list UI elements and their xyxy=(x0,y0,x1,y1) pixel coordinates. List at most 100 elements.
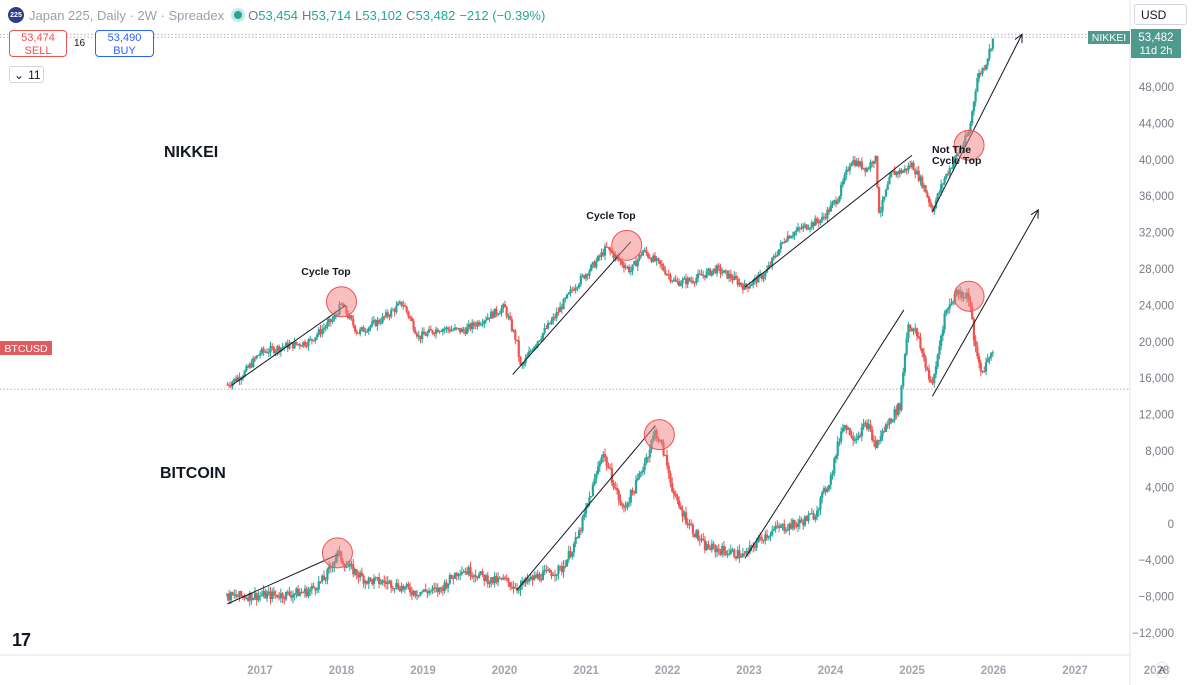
candle-body xyxy=(593,478,596,485)
candle-body xyxy=(367,327,370,332)
candle-body xyxy=(760,274,763,279)
trend-line xyxy=(227,554,338,605)
candle-body xyxy=(683,278,686,280)
candle-body xyxy=(426,591,429,594)
candle-body xyxy=(731,549,734,551)
y-tick-label: 4,000 xyxy=(1145,482,1174,494)
candle-body xyxy=(419,335,422,340)
candle-body xyxy=(814,218,817,226)
candle-body xyxy=(400,586,403,592)
candle-body xyxy=(688,277,691,281)
candle-body xyxy=(491,311,495,318)
candle-body xyxy=(359,572,362,578)
candle-body xyxy=(522,362,526,365)
candle-body xyxy=(560,566,563,573)
candle-body xyxy=(517,340,520,357)
candle-body xyxy=(700,538,703,541)
candle-body xyxy=(910,162,913,167)
candle-body xyxy=(393,309,396,313)
candle-body xyxy=(615,488,619,491)
candle-body xyxy=(414,590,417,596)
candle-body xyxy=(764,534,767,541)
candle-body xyxy=(410,592,413,595)
auto-scale-button[interactable]: A xyxy=(1154,662,1170,678)
candle-body xyxy=(664,270,667,275)
candle-body xyxy=(281,347,284,349)
candle-body xyxy=(440,587,443,589)
x-tick-label: 2018 xyxy=(329,665,355,677)
candle-body xyxy=(405,306,408,312)
candle-body xyxy=(455,327,458,329)
candle-body xyxy=(767,265,770,270)
tradingview-logo-icon[interactable]: 17 xyxy=(12,630,31,650)
candle-body xyxy=(640,254,643,256)
candle-body xyxy=(905,168,908,171)
candle-body xyxy=(931,382,934,384)
candle-body xyxy=(262,348,265,352)
candle-body xyxy=(448,574,451,584)
candle-body xyxy=(807,514,810,522)
candle-body xyxy=(493,576,496,584)
candle-body xyxy=(329,566,332,568)
candle-body xyxy=(395,583,398,589)
candle-body xyxy=(733,275,736,280)
candle-body xyxy=(872,161,876,164)
candle-body xyxy=(696,530,700,540)
sell-price: 53,474 xyxy=(21,32,55,44)
candle-body xyxy=(743,283,746,290)
candle-body xyxy=(391,587,395,589)
y-tick-label: 32,000 xyxy=(1139,228,1174,240)
bitcoin-label: BITCOIN xyxy=(160,465,226,482)
candle-body xyxy=(903,168,907,171)
candle-body xyxy=(722,546,726,551)
candle-body xyxy=(376,577,379,579)
candle-body xyxy=(626,266,629,268)
y-tick-label: 36,000 xyxy=(1139,191,1174,203)
candle-body xyxy=(517,590,520,592)
candle-body xyxy=(605,246,608,248)
candle-body xyxy=(759,536,762,538)
symbol-title[interactable]: Japan 225, Daily · 2W · Spreadex xyxy=(29,7,225,23)
candle-body xyxy=(619,500,622,504)
candle-body xyxy=(241,595,245,597)
candle-body xyxy=(409,587,412,593)
candle-body xyxy=(619,259,622,262)
candle-body xyxy=(571,289,574,291)
candle-body xyxy=(274,594,277,596)
candle-body xyxy=(531,350,534,352)
candle-body xyxy=(641,251,644,256)
candle-body xyxy=(371,321,374,326)
indicators-toggle-button[interactable]: ⌄ 11 xyxy=(9,66,44,83)
candle-body xyxy=(386,581,389,584)
y-tick-label: 44,000 xyxy=(1139,118,1174,130)
candle-body xyxy=(636,259,639,267)
candle-body xyxy=(790,236,793,239)
candle-body xyxy=(243,371,246,377)
currency-select[interactable]: USD xyxy=(1134,4,1187,25)
candle-body xyxy=(907,165,910,171)
candle-body xyxy=(565,294,569,299)
candle-body xyxy=(545,328,548,330)
candle-body xyxy=(624,266,627,268)
candle-body xyxy=(298,343,301,346)
candle-body xyxy=(684,278,688,285)
candle-body xyxy=(345,566,348,568)
candle-body xyxy=(431,587,434,591)
candle-body xyxy=(352,564,355,575)
candle-body xyxy=(990,48,993,50)
candle-body xyxy=(936,193,939,201)
candle-body xyxy=(898,403,901,411)
candle-body xyxy=(703,275,707,278)
sell-button[interactable]: 53,474 SELL xyxy=(9,30,67,57)
candle-body xyxy=(228,384,231,386)
candle-body xyxy=(893,409,896,421)
candle-body xyxy=(934,366,938,375)
candle-body xyxy=(383,580,386,583)
candle-body xyxy=(614,487,617,489)
candle-body xyxy=(974,340,977,347)
candle-body xyxy=(762,276,765,279)
candle-body xyxy=(848,427,851,436)
candle-body xyxy=(826,488,829,492)
buy-button[interactable]: 53,490 BUY xyxy=(95,30,154,57)
